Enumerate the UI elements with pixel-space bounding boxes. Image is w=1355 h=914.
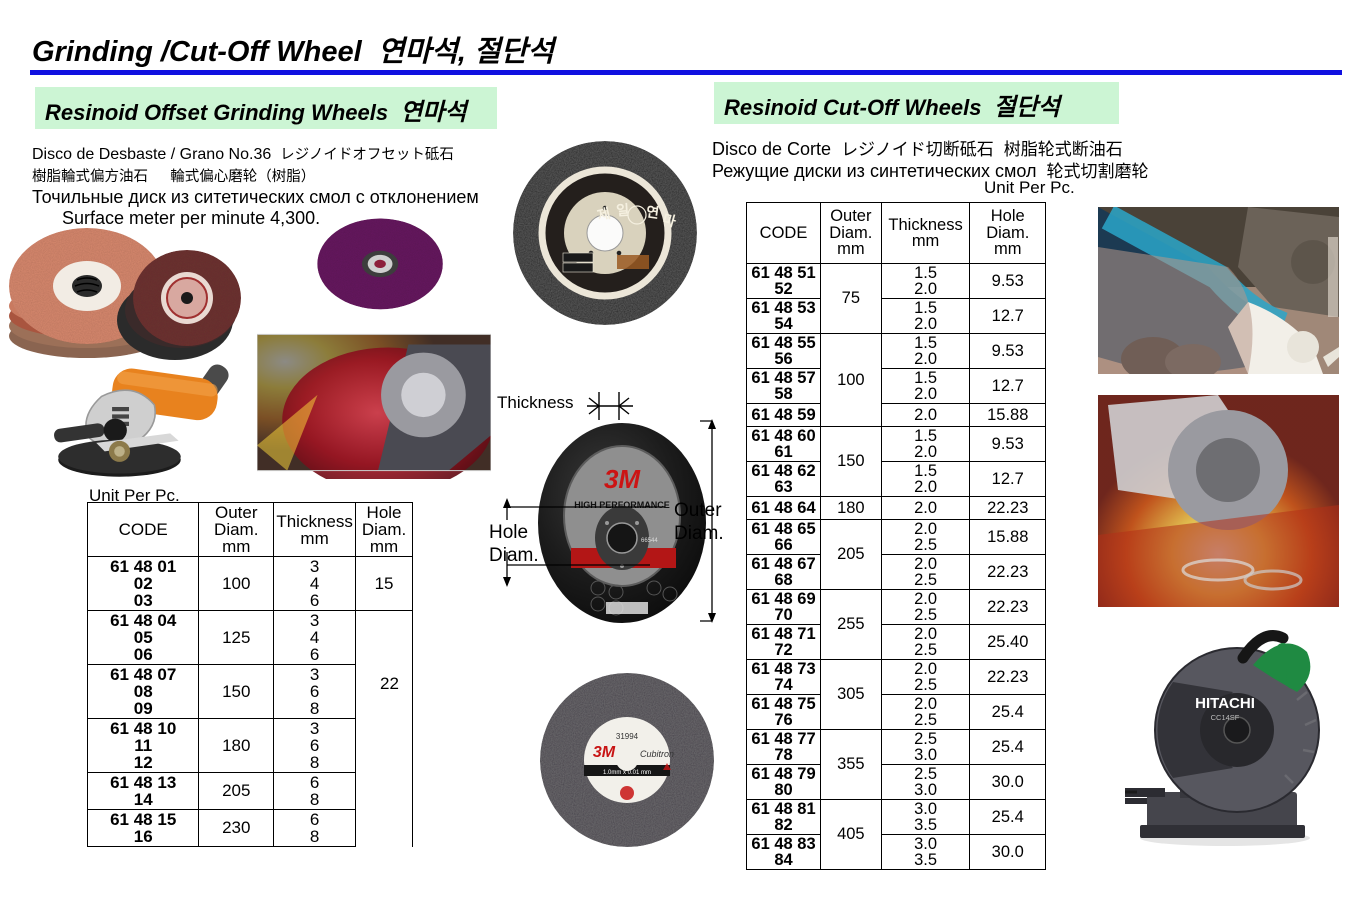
svg-text:연: 연: [645, 203, 660, 221]
svg-text:CC14SF: CC14SF: [1211, 713, 1240, 722]
svg-text:31994: 31994: [616, 732, 639, 741]
svg-text:Cubitron: Cubitron: [640, 749, 674, 759]
svg-text:3M: 3M: [593, 744, 616, 761]
svg-text:HITACHI: HITACHI: [1195, 695, 1255, 712]
svg-text:3M: 3M: [604, 464, 641, 494]
